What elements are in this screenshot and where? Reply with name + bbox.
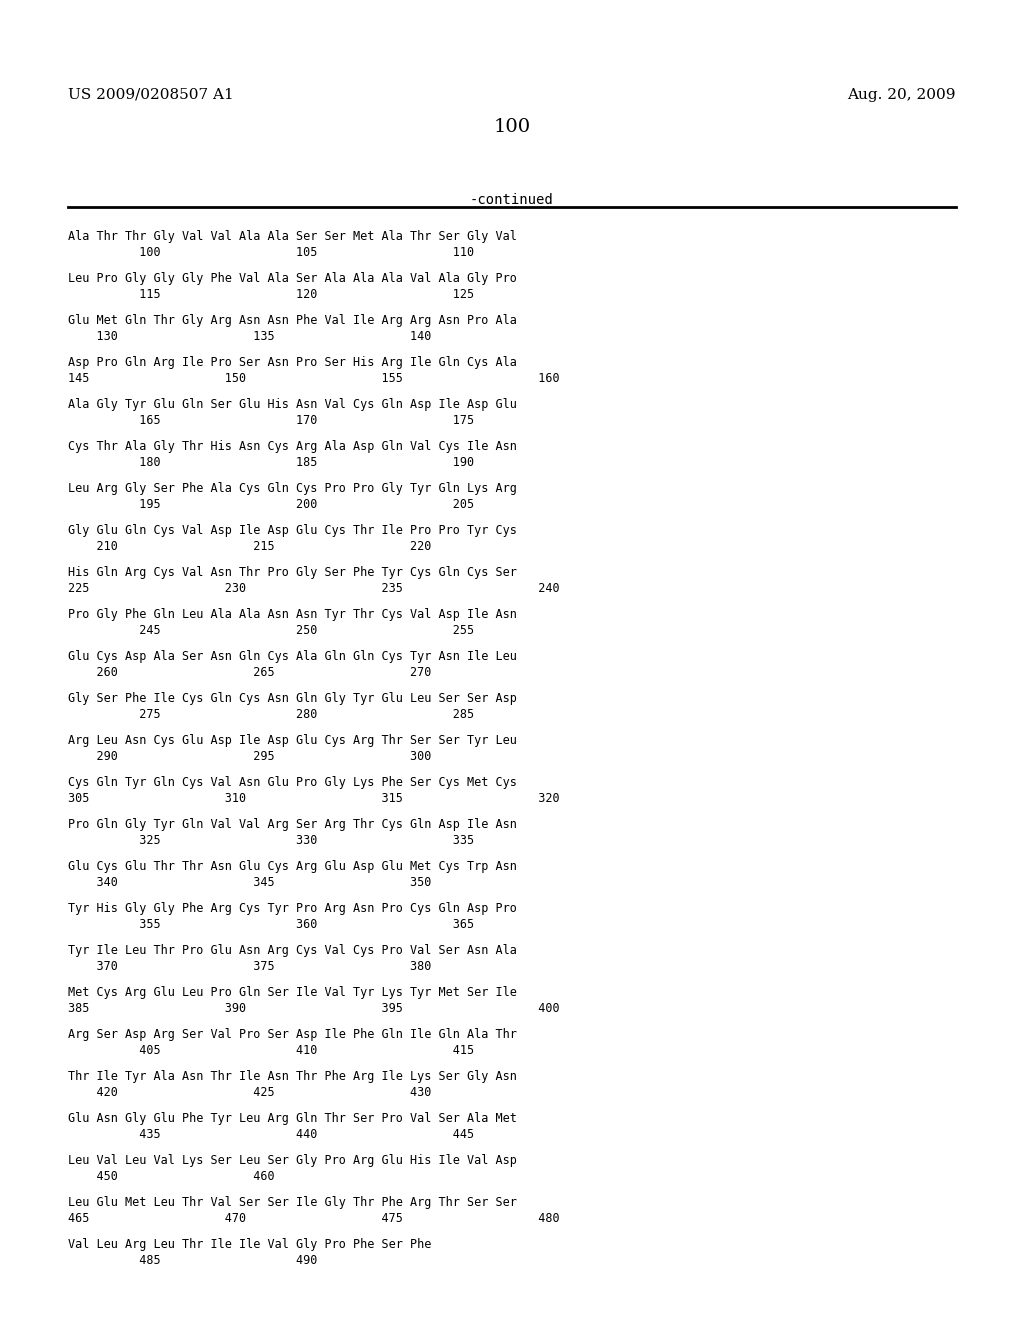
- Text: Leu Arg Gly Ser Phe Ala Cys Gln Cys Pro Pro Gly Tyr Gln Lys Arg: Leu Arg Gly Ser Phe Ala Cys Gln Cys Pro …: [68, 482, 517, 495]
- Text: 385                   390                   395                   400: 385 390 395 400: [68, 1002, 560, 1015]
- Text: Leu Val Leu Val Lys Ser Leu Ser Gly Pro Arg Glu His Ile Val Asp: Leu Val Leu Val Lys Ser Leu Ser Gly Pro …: [68, 1154, 517, 1167]
- Text: Cys Gln Tyr Gln Cys Val Asn Glu Pro Gly Lys Phe Ser Cys Met Cys: Cys Gln Tyr Gln Cys Val Asn Glu Pro Gly …: [68, 776, 517, 789]
- Text: 465                   470                   475                   480: 465 470 475 480: [68, 1212, 560, 1225]
- Text: 100: 100: [494, 117, 530, 136]
- Text: 325                   330                   335: 325 330 335: [68, 834, 474, 847]
- Text: Glu Cys Glu Thr Thr Asn Glu Cys Arg Glu Asp Glu Met Cys Trp Asn: Glu Cys Glu Thr Thr Asn Glu Cys Arg Glu …: [68, 861, 517, 873]
- Text: 290                   295                   300: 290 295 300: [68, 750, 431, 763]
- Text: 210                   215                   220: 210 215 220: [68, 540, 431, 553]
- Text: Met Cys Arg Glu Leu Pro Gln Ser Ile Val Tyr Lys Tyr Met Ser Ile: Met Cys Arg Glu Leu Pro Gln Ser Ile Val …: [68, 986, 517, 999]
- Text: 100                   105                   110: 100 105 110: [68, 246, 474, 259]
- Text: Cys Thr Ala Gly Thr His Asn Cys Arg Ala Asp Gln Val Cys Ile Asn: Cys Thr Ala Gly Thr His Asn Cys Arg Ala …: [68, 440, 517, 453]
- Text: Arg Ser Asp Arg Ser Val Pro Ser Asp Ile Phe Gln Ile Gln Ala Thr: Arg Ser Asp Arg Ser Val Pro Ser Asp Ile …: [68, 1028, 517, 1041]
- Text: 355                   360                   365: 355 360 365: [68, 917, 474, 931]
- Text: Tyr His Gly Gly Phe Arg Cys Tyr Pro Arg Asn Pro Cys Gln Asp Pro: Tyr His Gly Gly Phe Arg Cys Tyr Pro Arg …: [68, 902, 517, 915]
- Text: 435                   440                   445: 435 440 445: [68, 1129, 474, 1140]
- Text: Ala Thr Thr Gly Val Val Ala Ala Ser Ser Met Ala Thr Ser Gly Val: Ala Thr Thr Gly Val Val Ala Ala Ser Ser …: [68, 230, 517, 243]
- Text: 305                   310                   315                   320: 305 310 315 320: [68, 792, 560, 805]
- Text: 260                   265                   270: 260 265 270: [68, 667, 431, 678]
- Text: Arg Leu Asn Cys Glu Asp Ile Asp Glu Cys Arg Thr Ser Ser Tyr Leu: Arg Leu Asn Cys Glu Asp Ile Asp Glu Cys …: [68, 734, 517, 747]
- Text: 370                   375                   380: 370 375 380: [68, 960, 431, 973]
- Text: Pro Gln Gly Tyr Gln Val Val Arg Ser Arg Thr Cys Gln Asp Ile Asn: Pro Gln Gly Tyr Gln Val Val Arg Ser Arg …: [68, 818, 517, 832]
- Text: US 2009/0208507 A1: US 2009/0208507 A1: [68, 88, 233, 102]
- Text: 145                   150                   155                   160: 145 150 155 160: [68, 372, 560, 385]
- Text: 485                   490: 485 490: [68, 1254, 317, 1267]
- Text: 340                   345                   350: 340 345 350: [68, 876, 431, 888]
- Text: 130                   135                   140: 130 135 140: [68, 330, 431, 343]
- Text: Glu Cys Asp Ala Ser Asn Gln Cys Ala Gln Gln Cys Tyr Asn Ile Leu: Glu Cys Asp Ala Ser Asn Gln Cys Ala Gln …: [68, 649, 517, 663]
- Text: 450                   460: 450 460: [68, 1170, 274, 1183]
- Text: Tyr Ile Leu Thr Pro Glu Asn Arg Cys Val Cys Pro Val Ser Asn Ala: Tyr Ile Leu Thr Pro Glu Asn Arg Cys Val …: [68, 944, 517, 957]
- Text: 275                   280                   285: 275 280 285: [68, 708, 474, 721]
- Text: Aug. 20, 2009: Aug. 20, 2009: [848, 88, 956, 102]
- Text: 405                   410                   415: 405 410 415: [68, 1044, 474, 1057]
- Text: Glu Asn Gly Glu Phe Tyr Leu Arg Gln Thr Ser Pro Val Ser Ala Met: Glu Asn Gly Glu Phe Tyr Leu Arg Gln Thr …: [68, 1111, 517, 1125]
- Text: Gly Glu Gln Cys Val Asp Ile Asp Glu Cys Thr Ile Pro Pro Tyr Cys: Gly Glu Gln Cys Val Asp Ile Asp Glu Cys …: [68, 524, 517, 537]
- Text: Leu Pro Gly Gly Gly Phe Val Ala Ser Ala Ala Ala Val Ala Gly Pro: Leu Pro Gly Gly Gly Phe Val Ala Ser Ala …: [68, 272, 517, 285]
- Text: Pro Gly Phe Gln Leu Ala Ala Asn Asn Tyr Thr Cys Val Asp Ile Asn: Pro Gly Phe Gln Leu Ala Ala Asn Asn Tyr …: [68, 609, 517, 620]
- Text: 115                   120                   125: 115 120 125: [68, 288, 474, 301]
- Text: 245                   250                   255: 245 250 255: [68, 624, 474, 638]
- Text: 195                   200                   205: 195 200 205: [68, 498, 474, 511]
- Text: 420                   425                   430: 420 425 430: [68, 1086, 431, 1100]
- Text: Ala Gly Tyr Glu Gln Ser Glu His Asn Val Cys Gln Asp Ile Asp Glu: Ala Gly Tyr Glu Gln Ser Glu His Asn Val …: [68, 399, 517, 411]
- Text: 180                   185                   190: 180 185 190: [68, 455, 474, 469]
- Text: -continued: -continued: [470, 193, 554, 207]
- Text: 225                   230                   235                   240: 225 230 235 240: [68, 582, 560, 595]
- Text: Asp Pro Gln Arg Ile Pro Ser Asn Pro Ser His Arg Ile Gln Cys Ala: Asp Pro Gln Arg Ile Pro Ser Asn Pro Ser …: [68, 356, 517, 370]
- Text: Gly Ser Phe Ile Cys Gln Cys Asn Gln Gly Tyr Glu Leu Ser Ser Asp: Gly Ser Phe Ile Cys Gln Cys Asn Gln Gly …: [68, 692, 517, 705]
- Text: Leu Glu Met Leu Thr Val Ser Ser Ile Gly Thr Phe Arg Thr Ser Ser: Leu Glu Met Leu Thr Val Ser Ser Ile Gly …: [68, 1196, 517, 1209]
- Text: 165                   170                   175: 165 170 175: [68, 414, 474, 426]
- Text: Val Leu Arg Leu Thr Ile Ile Val Gly Pro Phe Ser Phe: Val Leu Arg Leu Thr Ile Ile Val Gly Pro …: [68, 1238, 431, 1251]
- Text: His Gln Arg Cys Val Asn Thr Pro Gly Ser Phe Tyr Cys Gln Cys Ser: His Gln Arg Cys Val Asn Thr Pro Gly Ser …: [68, 566, 517, 579]
- Text: Thr Ile Tyr Ala Asn Thr Ile Asn Thr Phe Arg Ile Lys Ser Gly Asn: Thr Ile Tyr Ala Asn Thr Ile Asn Thr Phe …: [68, 1071, 517, 1082]
- Text: Glu Met Gln Thr Gly Arg Asn Asn Phe Val Ile Arg Arg Asn Pro Ala: Glu Met Gln Thr Gly Arg Asn Asn Phe Val …: [68, 314, 517, 327]
